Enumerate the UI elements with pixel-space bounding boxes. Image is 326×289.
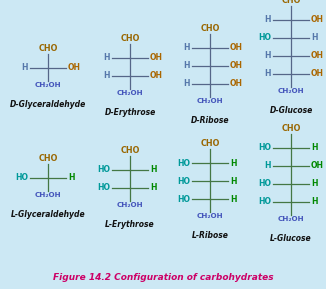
Text: CHO: CHO	[281, 124, 301, 133]
Text: H: H	[230, 194, 236, 203]
Text: CH₂OH: CH₂OH	[197, 98, 223, 104]
Text: HO: HO	[177, 177, 190, 186]
Text: OH: OH	[230, 62, 243, 71]
Text: HO: HO	[258, 144, 271, 153]
Text: CH₂OH: CH₂OH	[35, 192, 61, 198]
Text: H: H	[311, 197, 318, 207]
Text: H: H	[230, 158, 236, 168]
Text: HO: HO	[97, 166, 110, 175]
Text: CH₂OH: CH₂OH	[35, 82, 61, 88]
Text: CHO: CHO	[200, 139, 220, 148]
Text: H: H	[150, 184, 156, 192]
Text: H: H	[311, 144, 318, 153]
Text: HO: HO	[258, 34, 271, 42]
Text: OH: OH	[230, 44, 243, 53]
Text: H: H	[264, 51, 271, 60]
Text: HO: HO	[258, 197, 271, 207]
Text: CHO: CHO	[281, 0, 301, 5]
Text: OH: OH	[311, 16, 324, 25]
Text: CHO: CHO	[200, 24, 220, 33]
Text: OH: OH	[311, 51, 324, 60]
Text: H: H	[264, 162, 271, 171]
Text: H: H	[264, 16, 271, 25]
Text: D-Ribose: D-Ribose	[191, 116, 229, 125]
Text: H: H	[184, 44, 190, 53]
Text: CHO: CHO	[120, 34, 140, 43]
Text: CH₂OH: CH₂OH	[117, 90, 143, 96]
Text: CH₂OH: CH₂OH	[278, 88, 304, 94]
Text: OH: OH	[150, 53, 163, 62]
Text: H: H	[311, 34, 318, 42]
Text: Figure 14.2 Configuration of carbohydrates: Figure 14.2 Configuration of carbohydrat…	[53, 273, 273, 282]
Text: OH: OH	[68, 64, 81, 73]
Text: H: H	[264, 69, 271, 79]
Text: D-Glucose: D-Glucose	[269, 106, 313, 115]
Text: OH: OH	[311, 162, 324, 171]
Text: OH: OH	[150, 71, 163, 81]
Text: D-Erythrose: D-Erythrose	[104, 108, 156, 117]
Text: CHO: CHO	[120, 146, 140, 155]
Text: H: H	[68, 173, 75, 182]
Text: H: H	[150, 166, 156, 175]
Text: HO: HO	[97, 184, 110, 192]
Text: HO: HO	[258, 179, 271, 188]
Text: CH₂OH: CH₂OH	[117, 202, 143, 208]
Text: CHO: CHO	[38, 44, 58, 53]
Text: CHO: CHO	[38, 154, 58, 163]
Text: HO: HO	[177, 158, 190, 168]
Text: HO: HO	[15, 173, 28, 182]
Text: OH: OH	[230, 79, 243, 88]
Text: H: H	[22, 64, 28, 73]
Text: H: H	[103, 71, 110, 81]
Text: HO: HO	[177, 194, 190, 203]
Text: H: H	[184, 62, 190, 71]
Text: OH: OH	[311, 69, 324, 79]
Text: H: H	[311, 179, 318, 188]
Text: L-Ribose: L-Ribose	[192, 231, 229, 240]
Text: H: H	[184, 79, 190, 88]
Text: CH₂OH: CH₂OH	[278, 216, 304, 222]
Text: H: H	[230, 177, 236, 186]
Text: L-Erythrose: L-Erythrose	[105, 220, 155, 229]
Text: L-Glucose: L-Glucose	[270, 234, 312, 243]
Text: L-Glyceraldehyde: L-Glyceraldehyde	[11, 210, 85, 219]
Text: D-Glyceraldehyde: D-Glyceraldehyde	[10, 100, 86, 109]
Text: CH₂OH: CH₂OH	[197, 213, 223, 219]
Text: H: H	[103, 53, 110, 62]
